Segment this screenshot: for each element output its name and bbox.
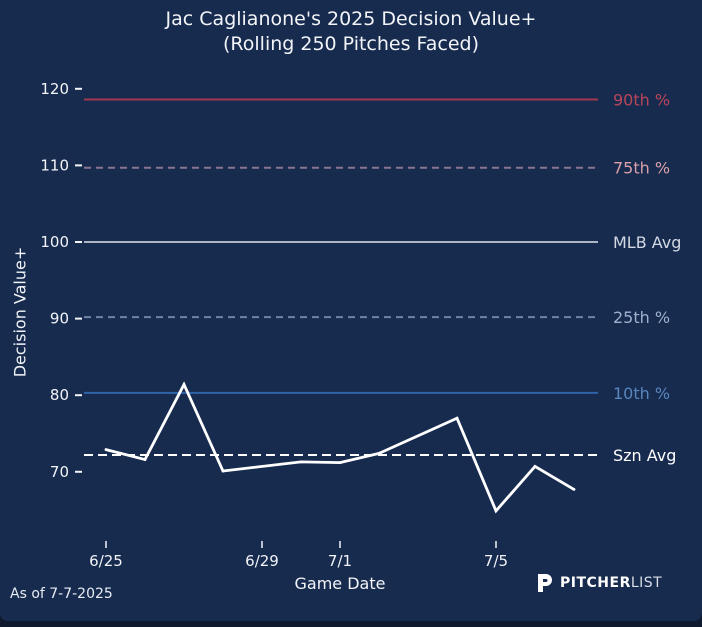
pitcherlist-logo: PITCHERLIST [536, 572, 662, 594]
chart-subtitle: (Rolling 250 Pitches Faced) [223, 33, 479, 55]
brand-wordmark: PITCHERLIST [560, 575, 662, 591]
data-point [377, 452, 381, 455]
x-tick-label: 7/1 [328, 552, 352, 570]
x-tick-label: 6/29 [245, 552, 279, 570]
data-point [572, 488, 576, 491]
data-point [455, 416, 459, 420]
reference-label: 10th % [613, 384, 670, 403]
x-tick-label: 7/5 [484, 552, 508, 570]
reference-label: 25th % [613, 308, 670, 327]
as-of-date: As of 7-7-2025 [10, 586, 113, 602]
data-point [221, 469, 225, 473]
data-point [182, 383, 186, 386]
y-axis-label: Decision Value+ [10, 246, 30, 378]
data-point [533, 465, 537, 468]
data-point [143, 458, 147, 461]
y-axis: 70 80 90 100 110 120 [40, 80, 82, 481]
series-line [105, 381, 575, 514]
y-tick-label: 70 [50, 463, 69, 481]
data-point [299, 460, 303, 464]
x-axis: 6/25 6/29 7/1 7/5 [89, 541, 508, 570]
brand-light: LIST [630, 575, 663, 591]
data-point [104, 448, 108, 451]
y-tick-label: 110 [40, 156, 69, 174]
reference-label: Szn Avg [613, 446, 676, 465]
reference-label: MLB Avg [613, 233, 681, 252]
y-tick-label: 80 [50, 386, 69, 404]
reference-label: 75th % [613, 159, 670, 178]
pitcherlist-p-icon [538, 574, 552, 592]
y-tick-label: 120 [40, 80, 69, 98]
data-point [338, 461, 342, 465]
x-axis-label: Game Date [294, 574, 386, 593]
y-tick-label: 90 [50, 310, 69, 328]
reference-lines: 90th % 75th % MLB Avg 25th % 10th % Szn Avg [84, 91, 681, 465]
series-group [104, 381, 576, 514]
y-tick-label: 100 [40, 233, 69, 251]
chart-title: Jac Caglianone's 2025 Decision Value+ [165, 8, 537, 30]
x-tick-label: 6/25 [89, 552, 123, 570]
brand-bold: PITCHER [560, 575, 631, 591]
reference-label: 90th % [613, 91, 670, 110]
data-point [494, 509, 498, 513]
